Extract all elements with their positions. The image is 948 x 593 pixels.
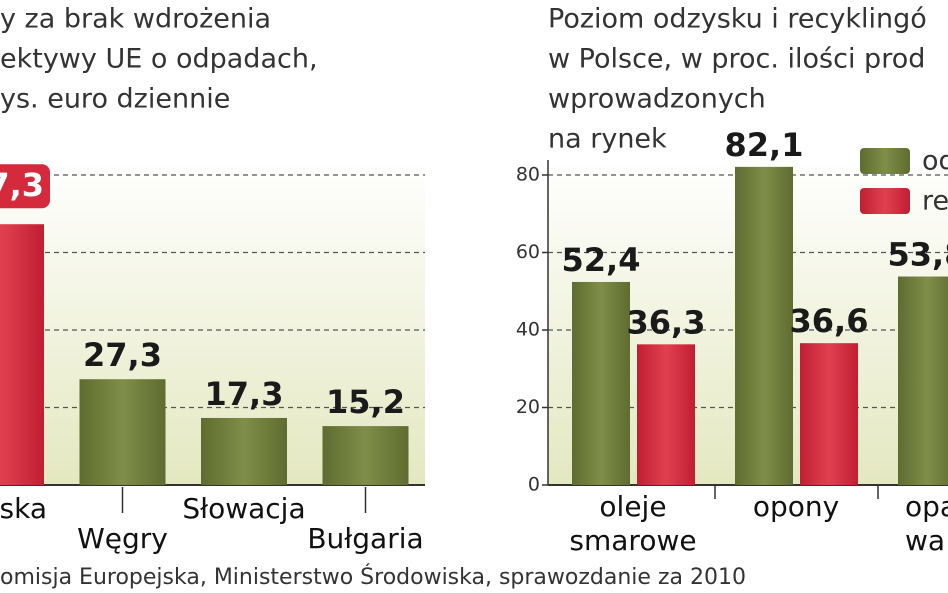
bar [201,417,287,485]
value-label: 15,2 [326,383,405,421]
x-tick-label: smarowe [569,524,696,557]
value-label-box [0,164,50,209]
legend-swatch [860,148,910,174]
x-tick-label: opa [905,490,948,523]
x-tick-label: Węgry [77,522,168,555]
chart-title: ys. euro dziennie [0,84,230,115]
chart-title: wprowadzonych [548,84,766,115]
x-tick-label: oleje [599,490,666,523]
y-tick-label: 80 [516,164,540,186]
chart-title: na rynek [548,124,667,155]
value-label: 82,1 [725,126,804,164]
value-label: 53,8 [888,236,948,274]
value-label: 67,3 [0,166,44,204]
legend-swatch [860,188,910,214]
x-tick-label: Bułgaria [307,522,423,555]
legend-label: odzysk [922,146,948,177]
y-tick-label: 60 [516,241,540,263]
bar [79,379,166,485]
value-label: 36,6 [790,302,869,340]
x-tick-label: Polska [0,492,47,525]
value-label: 52,4 [562,241,641,279]
bar [0,224,44,485]
x-tick-label: Słowacja [182,492,305,525]
source: omisja Europejska, Ministerstwo Środowis… [0,564,746,590]
legend-label: recykling [922,186,948,217]
chart-title: w Polsce, w proc. ilości prod [548,44,925,75]
value-label: 17,3 [205,375,284,413]
chart-title: Poziom odzysku i recyklingó [548,4,927,35]
y-tick-label: 0 [528,474,540,496]
y-tick-label: 20 [516,396,540,418]
x-tick-label: opony [753,490,839,523]
bar [572,281,630,485]
bar [735,166,793,486]
chart-title: y za brak wdrożenia [0,4,271,35]
bar [637,344,695,485]
chart-title: ektywy UE o odpadach, [0,44,318,75]
bar [898,276,948,485]
bar [322,426,409,485]
value-label: 36,3 [627,303,706,341]
value-label: 27,3 [83,336,162,374]
y-tick-label: 40 [516,319,540,341]
x-tick-label: wa [905,524,945,557]
bar [800,343,858,485]
